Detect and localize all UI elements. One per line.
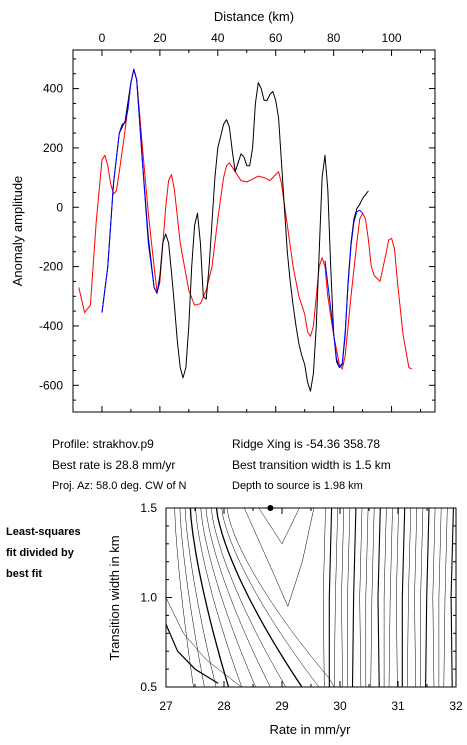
tick-marks: 27 28 29 30 31 32 0.5 1.0 1.5 — [140, 501, 463, 713]
contour-line — [365, 507, 369, 687]
x-tick-label: 27 — [159, 699, 173, 713]
y-tick-label: 1.5 — [140, 501, 157, 515]
contour-line — [258, 507, 300, 545]
contour-line — [322, 507, 326, 688]
contour-line — [195, 507, 242, 688]
side-note-line: best fit — [6, 568, 43, 580]
y-tick-label: -200 — [39, 260, 63, 274]
ridge-xing-text: Ridge Xing is -54.36 358.78 — [232, 437, 381, 451]
contour-frame — [165, 507, 457, 688]
x-tick-label: 40 — [211, 31, 225, 45]
contour-line — [215, 507, 303, 688]
x-tick-label: 30 — [333, 699, 347, 713]
contour-line — [396, 507, 399, 688]
x-tick-label: 100 — [382, 31, 402, 45]
tick-marks: 0 20 40 60 80 100 400 200 0 -200 -400 -600 — [39, 31, 435, 412]
best-transition-text: Best transition width is 1.5 km — [232, 458, 391, 472]
contour-line — [221, 507, 320, 688]
misfit-contour-chart: 27 28 29 30 31 32 0.5 1.0 1.5 Rate in mm/yr Tran… — [107, 501, 463, 737]
x-tick-label: 29 — [275, 699, 289, 713]
contour-line — [179, 507, 205, 688]
contour-line — [341, 507, 345, 688]
plot-frame — [72, 49, 436, 413]
y-tick-label: 1.0 — [140, 591, 157, 605]
x-axis-label: Distance (km) — [214, 9, 294, 24]
series-group — [78, 68, 413, 392]
contour-line — [420, 507, 424, 687]
y-tick-label: 400 — [43, 82, 63, 96]
contour-line — [165, 624, 219, 684]
contour-line — [226, 507, 335, 688]
anomaly-profile-chart: 0 20 40 60 80 100 400 200 0 -200 -400 -600 Distance… — [10, 9, 436, 413]
contour-line — [165, 597, 242, 688]
y-axis-label: Anomaly amplitude — [10, 176, 25, 287]
contour-line — [200, 507, 256, 688]
y-tick-label: -600 — [39, 378, 63, 392]
contour-line — [401, 507, 406, 687]
contour-line — [414, 507, 418, 688]
series-line — [78, 68, 413, 370]
contour-line — [184, 507, 217, 688]
side-note-line: fit divided by — [6, 547, 74, 559]
x-tick-label: 31 — [391, 699, 405, 713]
x-axis-label: Rate in mm/yr — [270, 722, 352, 737]
contour-line — [388, 507, 393, 688]
y-tick-label: 0.5 — [140, 680, 157, 694]
series-line — [101, 68, 161, 313]
profile-text: Profile: strakhov.p9 — [52, 437, 154, 451]
contour-line — [244, 507, 315, 608]
contour-line — [189, 507, 230, 688]
contour-line — [377, 507, 381, 688]
y-tick-label: 200 — [43, 141, 63, 155]
contour-line — [347, 507, 351, 687]
contour-line — [328, 507, 333, 687]
contour-line — [438, 507, 442, 687]
series-line — [324, 209, 363, 368]
contour-lines — [165, 507, 454, 688]
y-tick-label: -400 — [39, 319, 63, 333]
contour-line — [407, 507, 412, 688]
best-rate-text: Best rate is 28.8 mm/yr — [52, 458, 176, 472]
series-line — [101, 68, 369, 392]
contour-line — [174, 507, 194, 688]
x-tick-label: 32 — [449, 699, 463, 713]
x-tick-label: 28 — [217, 699, 231, 713]
contour-line — [383, 507, 387, 687]
side-note-line: Least-squares — [6, 526, 81, 538]
y-tick-label: 0 — [56, 200, 63, 214]
x-tick-label: 60 — [269, 31, 283, 45]
side-note: Least-squares fit divided by best fit — [6, 522, 81, 585]
depth-text: Depth to source is 1.98 km — [232, 480, 363, 492]
contour-line — [351, 507, 357, 688]
contour-line — [205, 507, 271, 688]
contour-line — [370, 507, 375, 688]
contour-line — [359, 507, 363, 688]
x-tick-label: 80 — [327, 31, 341, 45]
contour-line — [210, 507, 286, 688]
y-axis-label: Transition width in km — [107, 535, 122, 660]
contour-line — [425, 507, 430, 688]
contour-line — [333, 507, 338, 688]
projection-azimuth-text: Proj. Az: 58.0 deg. CW of N — [52, 480, 187, 492]
x-tick-label: 0 — [99, 31, 106, 45]
contour-line — [432, 507, 436, 688]
x-tick-label: 20 — [153, 31, 167, 45]
contour-line — [443, 507, 448, 688]
best-fit-marker — [267, 505, 274, 511]
